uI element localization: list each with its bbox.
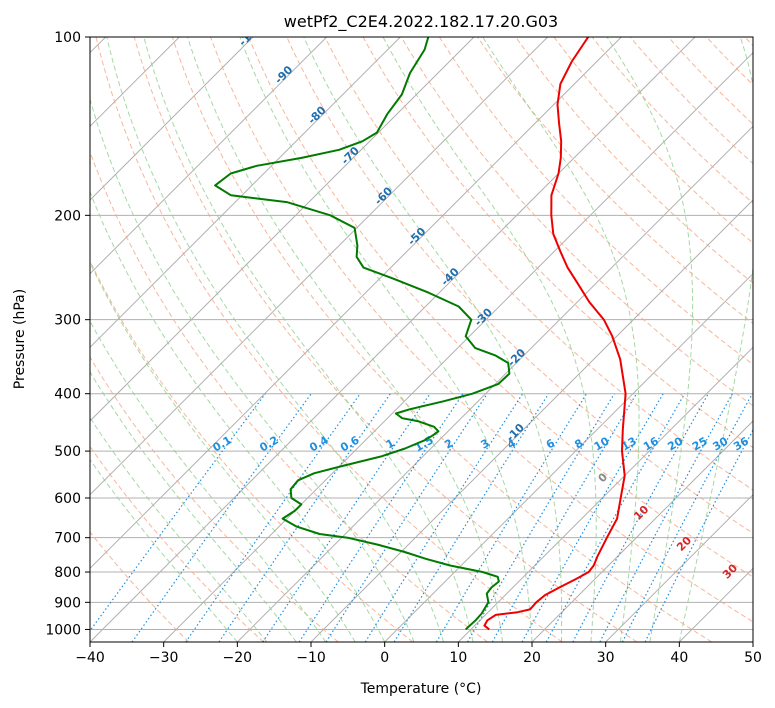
isotherm--90 bbox=[90, 37, 328, 275]
y-axis-title: Pressure (hPa) bbox=[12, 289, 28, 389]
x-tick-label: −40 bbox=[75, 650, 105, 666]
dry-adiabat-10 bbox=[90, 150, 488, 642]
x-tick-label: 0 bbox=[380, 650, 389, 666]
mixing-ratio-line-36 bbox=[644, 428, 753, 642]
dry-adiabat--20 bbox=[90, 445, 264, 642]
isotherm-10 bbox=[457, 346, 753, 642]
mixing-ratio-line-6 bbox=[435, 393, 588, 642]
moist-adiabat-0 bbox=[90, 190, 386, 642]
background-grid bbox=[90, 37, 753, 642]
x-tick-label: −10 bbox=[296, 650, 326, 666]
plot-frame bbox=[89, 36, 754, 643]
moist-adiabat-24 bbox=[303, 37, 563, 642]
isotherm-30 bbox=[605, 493, 753, 642]
y-tick-label: 900 bbox=[54, 595, 81, 611]
isotherm--30 bbox=[163, 51, 753, 642]
mixing-ratio-line-20 bbox=[572, 393, 709, 642]
moist-adiabat--16 bbox=[90, 416, 268, 642]
y-tick-label: 400 bbox=[54, 387, 81, 403]
mixing-ratio-line-4 bbox=[393, 393, 550, 642]
mixing-ratio-line-0.2 bbox=[131, 393, 312, 642]
dry-adiabat-130 bbox=[515, 37, 753, 284]
x-tick-label: 20 bbox=[523, 650, 541, 666]
dry-adiabat--10 bbox=[90, 356, 339, 642]
mixing-ratio-line-16 bbox=[545, 393, 686, 642]
chart-title: wetPf2_C2E4.2022.182.17.20.G03 bbox=[284, 12, 558, 32]
y-tick-label: 100 bbox=[54, 30, 81, 46]
x-tick-label: 50 bbox=[744, 650, 762, 666]
isotherm--50 bbox=[90, 37, 622, 570]
profile-series bbox=[214, 37, 627, 631]
dry-adiabat-50 bbox=[210, 37, 753, 623]
moist-adiabat-40 bbox=[678, 37, 753, 642]
moist-adiabat-16 bbox=[187, 37, 503, 642]
moist-adiabat-36 bbox=[606, 37, 694, 642]
moist-adiabat--4 bbox=[90, 261, 356, 642]
y-tick-label: 1000 bbox=[45, 622, 81, 638]
mixing-ratio-line-3 bbox=[364, 393, 524, 642]
isotherm--70 bbox=[90, 37, 475, 422]
x-axis-title: Temperature (°C) bbox=[360, 681, 482, 697]
moist-adiabat--20 bbox=[90, 458, 238, 642]
x-tick-label: 10 bbox=[449, 650, 467, 666]
adiabat-label: -100 bbox=[236, 20, 265, 49]
isotherm-20 bbox=[531, 420, 753, 642]
axes: −40 −30 −20 −10 0 10 20 30 40 50 100 200 300 400 500 60… bbox=[45, 30, 762, 666]
isotherm--20 bbox=[236, 125, 753, 642]
dry-adiabat-40 bbox=[171, 37, 712, 642]
y-tick-label: 500 bbox=[54, 444, 81, 460]
dry-adiabat-110 bbox=[438, 37, 753, 366]
moist-adiabat-12 bbox=[143, 37, 474, 642]
dry-adiabat--30 bbox=[90, 531, 190, 642]
y-tick-label: 600 bbox=[54, 491, 81, 507]
temperature-profile-line bbox=[483, 37, 627, 631]
x-tick-label: 40 bbox=[670, 650, 688, 666]
mixing-ratio-line-8 bbox=[466, 393, 615, 642]
isotherm-0 bbox=[384, 272, 753, 642]
mixing-ratio-line-1.5 bbox=[298, 393, 464, 642]
x-tick-label: −20 bbox=[223, 650, 253, 666]
mixing-ratio-line-1 bbox=[262, 393, 431, 642]
moist-adiabat--8 bbox=[90, 320, 327, 642]
dry-adiabat-30 bbox=[133, 37, 638, 642]
moist-adiabat-32 bbox=[482, 37, 640, 642]
mixing-ratio-line-13 bbox=[521, 393, 664, 642]
isotherm--80 bbox=[90, 37, 401, 349]
dry-adiabat-0 bbox=[90, 259, 414, 642]
y-tick-label: 800 bbox=[54, 565, 81, 581]
dry-adiabat-100 bbox=[400, 37, 753, 407]
dewpoint-profile-line bbox=[214, 37, 511, 631]
moist-adiabat-8 bbox=[106, 37, 445, 642]
mixing-ratio-line-0.4 bbox=[185, 393, 361, 642]
moist-adiabat-28 bbox=[382, 37, 597, 642]
isotherm--60 bbox=[90, 37, 549, 496]
y-tick-label: 300 bbox=[54, 313, 81, 329]
isotherm--100 bbox=[90, 37, 254, 201]
y-tick-label: 200 bbox=[54, 208, 81, 224]
moist-adiabat-20 bbox=[239, 37, 533, 642]
y-tick-label: 700 bbox=[54, 531, 81, 547]
dry-adiabat-20 bbox=[95, 37, 563, 642]
x-tick-label: −30 bbox=[149, 650, 179, 666]
x-tick-label: 30 bbox=[597, 650, 615, 666]
isotherm--40 bbox=[90, 37, 696, 642]
dry-adiabat-80 bbox=[324, 37, 753, 491]
